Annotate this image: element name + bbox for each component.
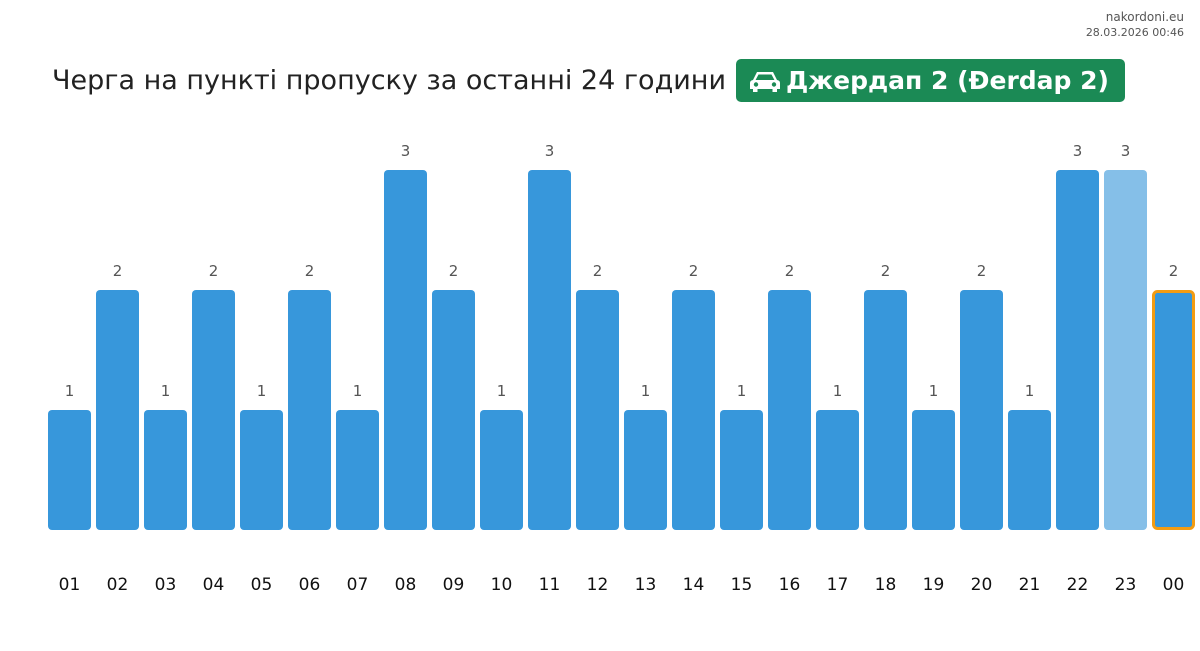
x-tick-label-10: 10 (491, 575, 513, 595)
value-label-11: 3 (545, 142, 555, 160)
value-label-15: 1 (737, 382, 747, 400)
x-tick-label-23: 23 (1115, 575, 1137, 595)
bar-07 (336, 410, 379, 530)
x-tick-label-05: 05 (251, 575, 273, 595)
x-tick-label-21: 21 (1019, 575, 1041, 595)
x-tick-label-07: 07 (347, 575, 369, 595)
bar-00 (1152, 290, 1195, 530)
site-name: nakordoni.eu (1105, 10, 1184, 24)
bar-02 (96, 290, 139, 530)
chart-header: Черга на пункті пропуску за останні 24 г… (52, 59, 1125, 102)
bar-20 (960, 290, 1003, 530)
bar-14 (672, 290, 715, 530)
update-timestamp: 28.03.2026 00:46 (1085, 26, 1184, 39)
x-tick-label-13: 13 (635, 575, 657, 595)
value-label-04: 2 (209, 262, 219, 280)
x-tick-label-22: 22 (1067, 575, 1089, 595)
car-icon (750, 71, 780, 92)
x-tick-label-14: 14 (683, 575, 705, 595)
x-tick-label-00: 00 (1163, 575, 1185, 595)
chart-title: Черга на пункті пропуску за останні 24 г… (52, 65, 726, 96)
bar-06 (288, 290, 331, 530)
bar-17 (816, 410, 859, 530)
bar-08 (384, 170, 427, 530)
value-label-10: 1 (497, 382, 507, 400)
value-label-17: 1 (833, 382, 843, 400)
value-label-18: 2 (881, 262, 891, 280)
value-label-13: 1 (641, 382, 651, 400)
x-tick-label-08: 08 (395, 575, 417, 595)
x-tick-label-11: 11 (539, 575, 561, 595)
x-tick-label-15: 15 (731, 575, 753, 595)
bar-10 (480, 410, 523, 530)
value-label-06: 2 (305, 262, 315, 280)
value-label-22: 3 (1073, 142, 1083, 160)
bar-04 (192, 290, 235, 530)
bar-19 (912, 410, 955, 530)
bar-18 (864, 290, 907, 530)
value-label-16: 2 (785, 262, 795, 280)
bar-11 (528, 170, 571, 530)
x-tick-label-19: 19 (923, 575, 945, 595)
x-tick-label-06: 06 (299, 575, 321, 595)
bar-13 (624, 410, 667, 530)
bar-05 (240, 410, 283, 530)
value-label-01: 1 (65, 382, 75, 400)
bar-01 (48, 410, 91, 530)
value-label-12: 2 (593, 262, 603, 280)
x-tick-label-03: 03 (155, 575, 177, 595)
bar-22 (1056, 170, 1099, 530)
value-label-20: 2 (977, 262, 987, 280)
x-tick-label-16: 16 (779, 575, 801, 595)
x-tick-label-01: 01 (59, 575, 81, 595)
bar-21 (1008, 410, 1051, 530)
x-tick-label-12: 12 (587, 575, 609, 595)
x-tick-label-17: 17 (827, 575, 849, 595)
bar-15 (720, 410, 763, 530)
value-label-19: 1 (929, 382, 939, 400)
x-tick-label-20: 20 (971, 575, 993, 595)
value-label-02: 2 (113, 262, 123, 280)
value-label-08: 3 (401, 142, 411, 160)
value-label-14: 2 (689, 262, 699, 280)
site-info: nakordoni.eu 28.03.2026 00:46 (1086, 9, 1184, 40)
checkpoint-name: Джердап 2 (Đerdap 2) (786, 66, 1109, 95)
value-label-09: 2 (449, 262, 459, 280)
bar-09 (432, 290, 475, 530)
bar-23 (1104, 170, 1147, 530)
x-tick-label-18: 18 (875, 575, 897, 595)
bar-12 (576, 290, 619, 530)
x-tick-label-04: 04 (203, 575, 225, 595)
x-tick-label-02: 02 (107, 575, 129, 595)
value-label-03: 1 (161, 382, 171, 400)
value-label-23: 3 (1121, 142, 1131, 160)
checkpoint-badge: Джердап 2 (Đerdap 2) (736, 59, 1125, 102)
x-tick-label-09: 09 (443, 575, 465, 595)
value-label-00: 2 (1169, 262, 1179, 280)
value-label-05: 1 (257, 382, 267, 400)
bar-16 (768, 290, 811, 530)
bar-03 (144, 410, 187, 530)
value-label-21: 1 (1025, 382, 1035, 400)
value-label-07: 1 (353, 382, 363, 400)
